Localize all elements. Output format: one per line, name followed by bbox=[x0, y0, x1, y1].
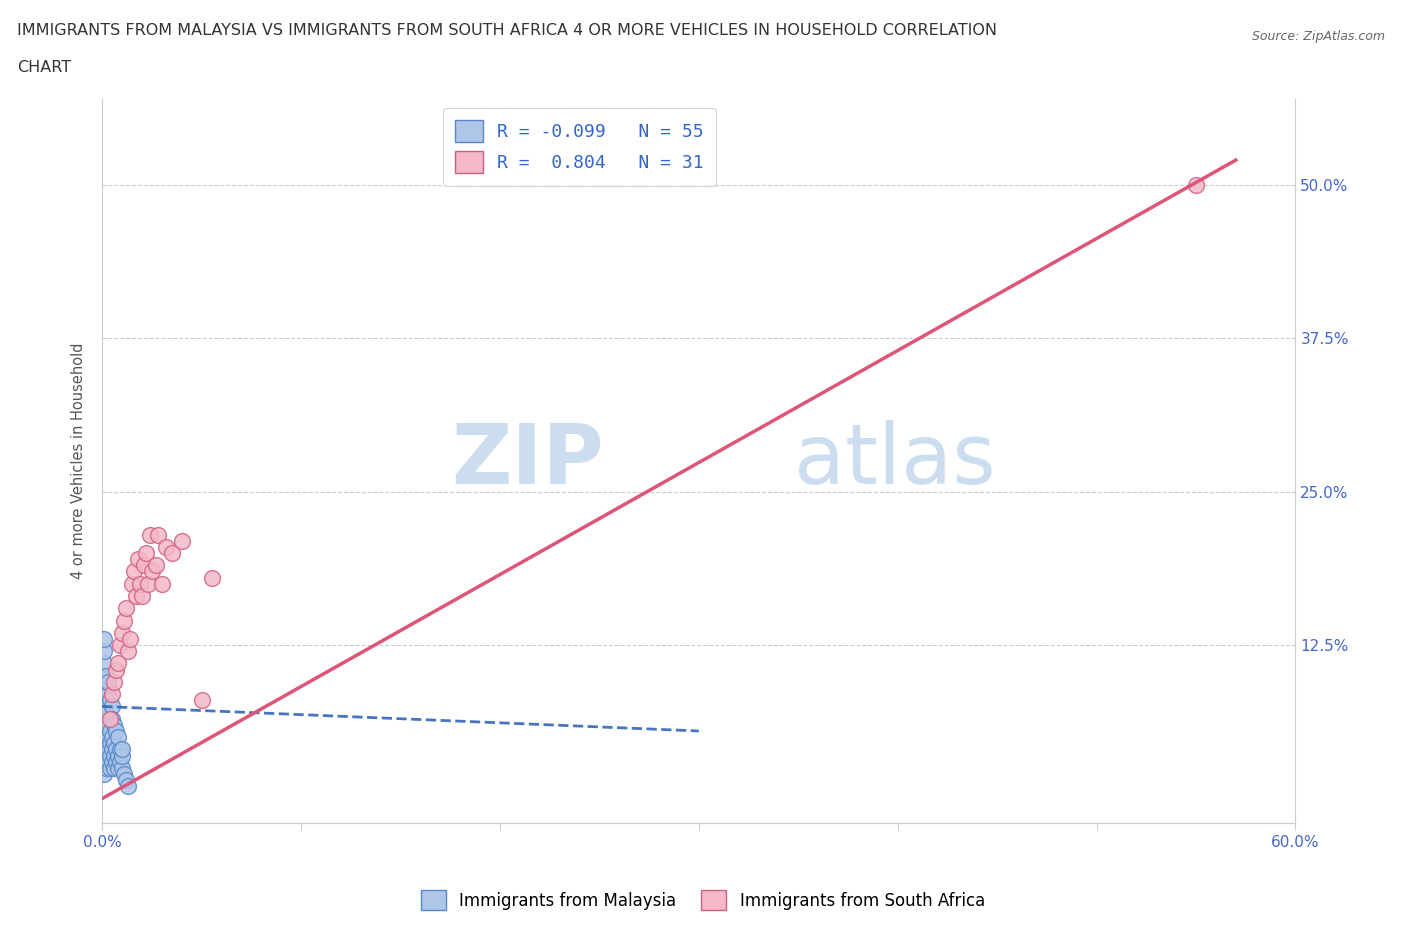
Point bbox=[111, 625, 134, 640]
Point bbox=[101, 686, 124, 701]
Point bbox=[97, 674, 120, 689]
Point bbox=[1185, 178, 1208, 193]
Point bbox=[105, 742, 128, 757]
Point bbox=[129, 577, 152, 591]
Point bbox=[112, 766, 135, 781]
Point bbox=[93, 766, 115, 781]
Point bbox=[97, 742, 120, 757]
Point bbox=[107, 656, 129, 671]
Point bbox=[145, 558, 167, 573]
Point bbox=[155, 539, 177, 554]
Point bbox=[146, 527, 169, 542]
Point bbox=[97, 717, 120, 732]
Point bbox=[96, 761, 118, 776]
Point bbox=[98, 761, 121, 776]
Point bbox=[93, 742, 115, 757]
Point bbox=[96, 681, 118, 696]
Point bbox=[96, 748, 118, 763]
Point bbox=[132, 558, 155, 573]
Point bbox=[125, 589, 148, 604]
Legend: R = -0.099   N = 55, R =  0.804   N = 31: R = -0.099 N = 55, R = 0.804 N = 31 bbox=[443, 108, 716, 186]
Point bbox=[93, 754, 115, 769]
Point bbox=[131, 589, 153, 604]
Point bbox=[105, 662, 128, 677]
Point bbox=[93, 693, 115, 708]
Point bbox=[93, 730, 115, 745]
Point bbox=[108, 742, 131, 757]
Point bbox=[112, 613, 135, 628]
Point bbox=[115, 773, 138, 788]
Point bbox=[97, 686, 120, 701]
Point bbox=[107, 748, 129, 763]
Point bbox=[107, 730, 129, 745]
Text: IMMIGRANTS FROM MALAYSIA VS IMMIGRANTS FROM SOUTH AFRICA 4 OR MORE VEHICLES IN H: IMMIGRANTS FROM MALAYSIA VS IMMIGRANTS F… bbox=[17, 23, 997, 38]
Point bbox=[96, 736, 118, 751]
Point bbox=[98, 724, 121, 738]
Point bbox=[97, 730, 120, 745]
Point bbox=[97, 754, 120, 769]
Point bbox=[150, 577, 173, 591]
Point bbox=[108, 638, 131, 653]
Point bbox=[101, 754, 124, 769]
Text: ZIP: ZIP bbox=[451, 420, 603, 501]
Point bbox=[103, 717, 125, 732]
Point bbox=[105, 754, 128, 769]
Point bbox=[117, 778, 139, 793]
Point bbox=[111, 748, 134, 763]
Point bbox=[139, 527, 162, 542]
Text: atlas: atlas bbox=[794, 420, 995, 501]
Point bbox=[101, 742, 124, 757]
Point bbox=[93, 705, 115, 720]
Point bbox=[93, 717, 115, 732]
Point bbox=[115, 601, 138, 616]
Point bbox=[98, 748, 121, 763]
Point bbox=[93, 656, 115, 671]
Point bbox=[141, 564, 163, 578]
Point bbox=[93, 669, 115, 684]
Point bbox=[93, 711, 115, 726]
Point bbox=[96, 724, 118, 738]
Point bbox=[105, 724, 128, 738]
Point bbox=[98, 693, 121, 708]
Point bbox=[111, 761, 134, 776]
Point bbox=[101, 730, 124, 745]
Point bbox=[96, 711, 118, 726]
Point bbox=[111, 742, 134, 757]
Point bbox=[101, 711, 124, 726]
Point bbox=[96, 669, 118, 684]
Point bbox=[101, 699, 124, 714]
Legend: Immigrants from Malaysia, Immigrants from South Africa: Immigrants from Malaysia, Immigrants fro… bbox=[415, 884, 991, 917]
Point bbox=[98, 736, 121, 751]
Point bbox=[118, 631, 141, 646]
Point bbox=[93, 644, 115, 658]
Point bbox=[93, 699, 115, 714]
Point bbox=[103, 736, 125, 751]
Point bbox=[117, 644, 139, 658]
Point bbox=[170, 533, 193, 548]
Point bbox=[121, 577, 143, 591]
Point bbox=[107, 761, 129, 776]
Text: CHART: CHART bbox=[17, 60, 70, 75]
Point bbox=[190, 693, 212, 708]
Point bbox=[200, 570, 222, 585]
Point bbox=[96, 705, 118, 720]
Point bbox=[135, 546, 157, 561]
Point bbox=[160, 546, 183, 561]
Y-axis label: 4 or more Vehicles in Household: 4 or more Vehicles in Household bbox=[72, 342, 86, 579]
Point bbox=[98, 711, 121, 726]
Point bbox=[103, 761, 125, 776]
Point bbox=[103, 674, 125, 689]
Point bbox=[108, 754, 131, 769]
Point bbox=[127, 551, 149, 566]
Point bbox=[122, 564, 145, 578]
Point bbox=[136, 577, 159, 591]
Text: Source: ZipAtlas.com: Source: ZipAtlas.com bbox=[1251, 30, 1385, 43]
Point bbox=[93, 631, 115, 646]
Point bbox=[103, 748, 125, 763]
